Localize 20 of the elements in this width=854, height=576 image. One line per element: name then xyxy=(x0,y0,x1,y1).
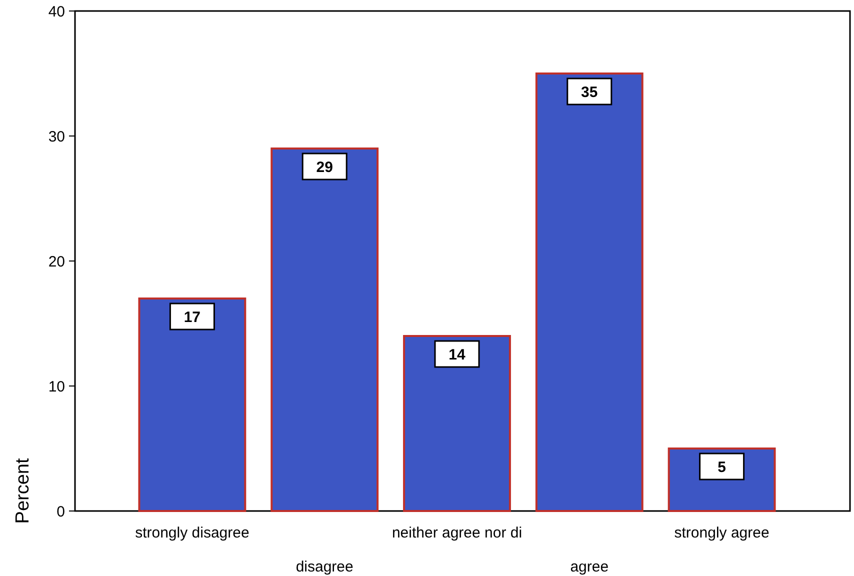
y-tick-label: 20 xyxy=(48,253,65,270)
y-tick-label: 40 xyxy=(48,3,65,20)
data-label: 14 xyxy=(448,346,466,364)
y-tick-label: 30 xyxy=(48,128,65,146)
y-tick-label: 0 xyxy=(56,503,65,520)
x-tick-label: strongly disagree xyxy=(135,524,250,542)
y-tick-label: 10 xyxy=(48,378,65,396)
x-tick-label: strongly agree xyxy=(674,524,770,542)
data-label: 5 xyxy=(718,458,726,476)
x-tick-label: disagree xyxy=(296,558,354,576)
bar xyxy=(138,298,246,512)
y-axis-title: Percent xyxy=(12,458,34,524)
x-tick-label: neither agree nor di xyxy=(392,524,522,542)
bar xyxy=(270,148,379,512)
bar xyxy=(535,72,644,512)
data-label: 35 xyxy=(581,84,598,101)
data-label: 17 xyxy=(184,308,201,326)
bar xyxy=(403,335,511,512)
data-label: 29 xyxy=(316,158,333,176)
x-tick-label: agree xyxy=(570,558,609,576)
